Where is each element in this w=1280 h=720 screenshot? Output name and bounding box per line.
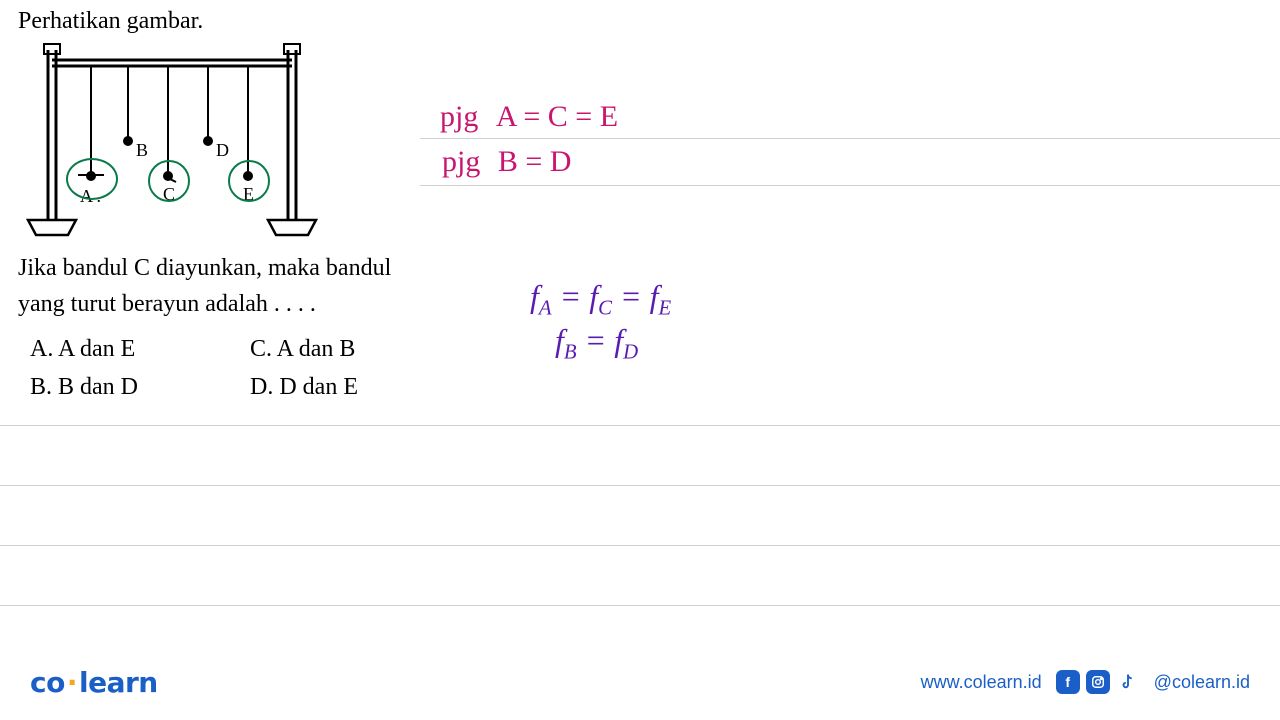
- question-line1: Jika bandul C diayunkan, maka bandul: [18, 255, 391, 281]
- footer-right: www.colearn.id f @colearn.id: [921, 670, 1250, 694]
- tiktok-icon[interactable]: [1116, 670, 1140, 694]
- question-line2: yang turut berayun adalah . . . .: [18, 291, 316, 317]
- svg-text:D: D: [216, 140, 229, 160]
- circle-annotation-e: [228, 160, 270, 202]
- logo-learn: learn: [79, 666, 158, 699]
- handwriting-line4: fB = fD: [555, 322, 638, 364]
- option-b: B. B dan D: [30, 368, 250, 406]
- question-text: Jika bandul C diayunkan, maka bandul yan…: [18, 250, 438, 322]
- logo: co·learn: [30, 666, 158, 699]
- hw1-eq: A = C = E: [496, 100, 618, 133]
- answer-options: A. A dan E C. A dan B B. B dan D D. D da…: [30, 330, 470, 407]
- ruled-line: [420, 138, 1280, 139]
- instagram-icon[interactable]: [1086, 670, 1110, 694]
- option-c: C. A dan B: [250, 330, 470, 368]
- handwriting-line2: pjg B = D: [442, 145, 571, 179]
- handwriting-line3: fA = fC = fE: [530, 278, 671, 320]
- option-a: A. A dan E: [30, 330, 250, 368]
- ruled-line: [0, 425, 1280, 426]
- social-handle: @colearn.id: [1154, 672, 1250, 693]
- website-link[interactable]: www.colearn.id: [921, 672, 1042, 693]
- hw1-pjg: pjg: [440, 100, 478, 133]
- footer: co·learn www.colearn.id f @colearn.id: [0, 662, 1280, 702]
- handwriting-line1: pjg A = C = E: [440, 100, 618, 134]
- option-d: D. D dan E: [250, 368, 470, 406]
- social-icons: f: [1056, 670, 1140, 694]
- circle-annotation-c: [148, 160, 190, 202]
- question-header: Perhatikan gambar.: [18, 8, 203, 35]
- hw2-pjg: pjg: [442, 145, 480, 178]
- logo-dot: ·: [67, 666, 77, 699]
- pendulum-diagram: A . B C D E: [18, 40, 338, 240]
- svg-text:B: B: [136, 140, 148, 160]
- ruled-line: [0, 605, 1280, 606]
- logo-co: co: [30, 666, 65, 699]
- ruled-line: [0, 545, 1280, 546]
- circle-annotation-a: [66, 158, 118, 200]
- ruled-line: [0, 485, 1280, 486]
- facebook-icon[interactable]: f: [1056, 670, 1080, 694]
- ruled-line: [420, 185, 1280, 186]
- hw2-eq: B = D: [498, 145, 572, 178]
